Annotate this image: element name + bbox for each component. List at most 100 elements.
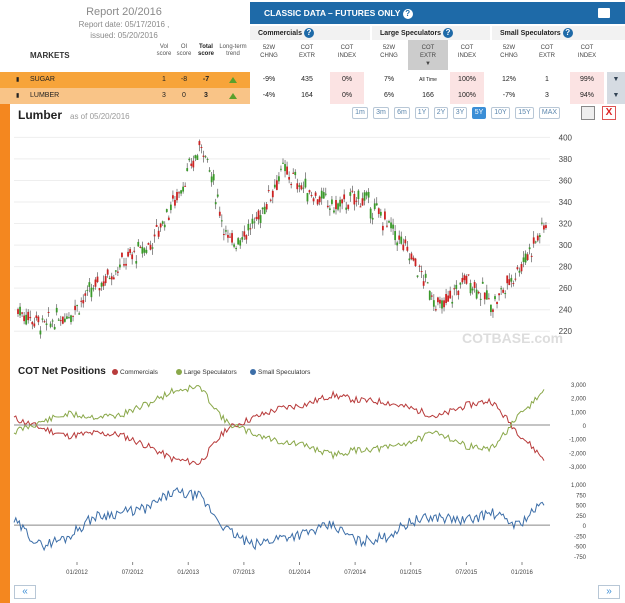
question-icon[interactable]: ? bbox=[402, 9, 413, 19]
candle bbox=[280, 168, 282, 170]
small-extr: 3 bbox=[545, 92, 549, 99]
market-name: LUMBER bbox=[30, 92, 60, 99]
candle bbox=[208, 170, 211, 172]
prev-button[interactable]: « bbox=[14, 585, 36, 599]
y-tick-label: 0 bbox=[583, 424, 587, 430]
candle bbox=[80, 300, 83, 302]
candle bbox=[174, 199, 176, 206]
candle bbox=[94, 279, 97, 287]
candle bbox=[45, 323, 48, 326]
candle bbox=[396, 242, 399, 246]
print-icon[interactable] bbox=[598, 8, 610, 18]
small-index-header: COT INDEX bbox=[577, 45, 597, 59]
candle bbox=[267, 190, 270, 192]
candle bbox=[420, 271, 423, 273]
zoom-button-max[interactable]: MAX bbox=[539, 107, 560, 119]
market-row-sugar[interactable]: ▮ SUGAR 1 -8 -7 bbox=[0, 72, 250, 88]
candle bbox=[392, 224, 394, 229]
x-tick-label: 01/2014 bbox=[289, 570, 311, 576]
market-row-lumber[interactable]: ▮ LUMBER 3 0 3 bbox=[0, 88, 250, 104]
candle bbox=[481, 281, 484, 284]
candle bbox=[526, 254, 529, 261]
candle bbox=[70, 315, 72, 323]
printer-icon[interactable] bbox=[581, 106, 595, 120]
zoom-button-2y[interactable]: 2Y bbox=[434, 107, 448, 119]
classic-data-bar: CLASSIC DATA – FUTURES ONLY ? bbox=[250, 2, 625, 24]
zoom-button-10y[interactable]: 10Y bbox=[491, 107, 510, 119]
comm-extr: 164 bbox=[301, 92, 313, 99]
large-52w-header: 52W CHNG bbox=[380, 45, 398, 59]
question-icon[interactable]: ? bbox=[303, 28, 314, 38]
oi-score-header: OI score bbox=[176, 44, 192, 57]
candle bbox=[229, 236, 231, 238]
candle bbox=[390, 222, 392, 229]
candle bbox=[235, 248, 238, 250]
candle bbox=[465, 275, 468, 284]
candle bbox=[63, 318, 66, 322]
candle bbox=[545, 225, 547, 228]
candle bbox=[308, 190, 311, 193]
candle bbox=[306, 193, 309, 202]
row-scroll-control[interactable]: ▼ ▼ bbox=[607, 72, 625, 104]
candle bbox=[29, 316, 32, 319]
y-tick-label: 320 bbox=[559, 220, 573, 229]
candle bbox=[331, 199, 333, 204]
y-tick-label: 750 bbox=[576, 493, 587, 499]
y-tick-label: 3,000 bbox=[571, 383, 587, 389]
candle bbox=[286, 166, 288, 175]
candle bbox=[365, 192, 368, 196]
small-52w-header: 52W CHNG bbox=[500, 45, 518, 59]
candle bbox=[84, 293, 87, 296]
candle bbox=[76, 305, 79, 307]
zoom-button-5y[interactable]: 5Y bbox=[472, 107, 486, 119]
large-extr-header[interactable]: COT EXTR ▼ bbox=[408, 40, 448, 70]
legend-small-speculators[interactable]: Small Speculators bbox=[250, 369, 310, 376]
zoom-button-1y[interactable]: 1Y bbox=[415, 107, 429, 119]
small-index: 94% bbox=[570, 88, 604, 104]
candle bbox=[51, 320, 54, 322]
candle bbox=[161, 221, 164, 224]
candle bbox=[437, 297, 439, 303]
candle bbox=[57, 319, 60, 321]
candle bbox=[49, 323, 52, 327]
legend-commercials[interactable]: Commercials bbox=[112, 369, 158, 376]
zoom-button-6m[interactable]: 6m bbox=[394, 107, 410, 119]
candle bbox=[516, 267, 519, 270]
candle bbox=[353, 194, 356, 205]
vol-score: 1 bbox=[162, 76, 166, 83]
candle bbox=[459, 282, 462, 285]
zoom-button-3y[interactable]: 3Y bbox=[453, 107, 467, 119]
candle bbox=[359, 206, 362, 208]
candle bbox=[418, 265, 421, 267]
candle bbox=[39, 330, 42, 335]
candle bbox=[494, 296, 496, 300]
legend-large-speculators[interactable]: Large Speculators bbox=[176, 369, 237, 376]
expand-icon[interactable]: ▮ bbox=[16, 77, 20, 83]
candle bbox=[473, 282, 476, 288]
question-icon[interactable]: ? bbox=[562, 28, 573, 38]
comm-index-header: COT INDEX bbox=[337, 45, 357, 59]
candle bbox=[278, 176, 280, 182]
close-button[interactable]: X bbox=[602, 106, 616, 120]
candle bbox=[86, 289, 89, 291]
zoom-button-1m[interactable]: 1m bbox=[352, 107, 368, 119]
zoom-button-15y[interactable]: 15Y bbox=[515, 107, 534, 119]
candle bbox=[165, 209, 168, 212]
candle bbox=[190, 163, 193, 166]
large-52w: 7% bbox=[383, 76, 395, 83]
next-button[interactable]: » bbox=[598, 585, 620, 599]
selection-bar bbox=[0, 104, 10, 603]
candle bbox=[402, 244, 405, 251]
small-extr: 1 bbox=[545, 76, 549, 83]
candle bbox=[288, 177, 291, 180]
candle bbox=[361, 198, 364, 206]
candle bbox=[384, 211, 386, 220]
comm-extr-header: COT EXTR bbox=[298, 45, 315, 59]
candle bbox=[347, 204, 350, 209]
candle bbox=[492, 309, 494, 312]
question-icon[interactable]: ? bbox=[443, 28, 454, 38]
candle bbox=[131, 254, 134, 260]
zoom-button-3m[interactable]: 3m bbox=[373, 107, 389, 119]
expand-icon[interactable]: ▮ bbox=[16, 93, 20, 99]
candle bbox=[37, 316, 40, 323]
